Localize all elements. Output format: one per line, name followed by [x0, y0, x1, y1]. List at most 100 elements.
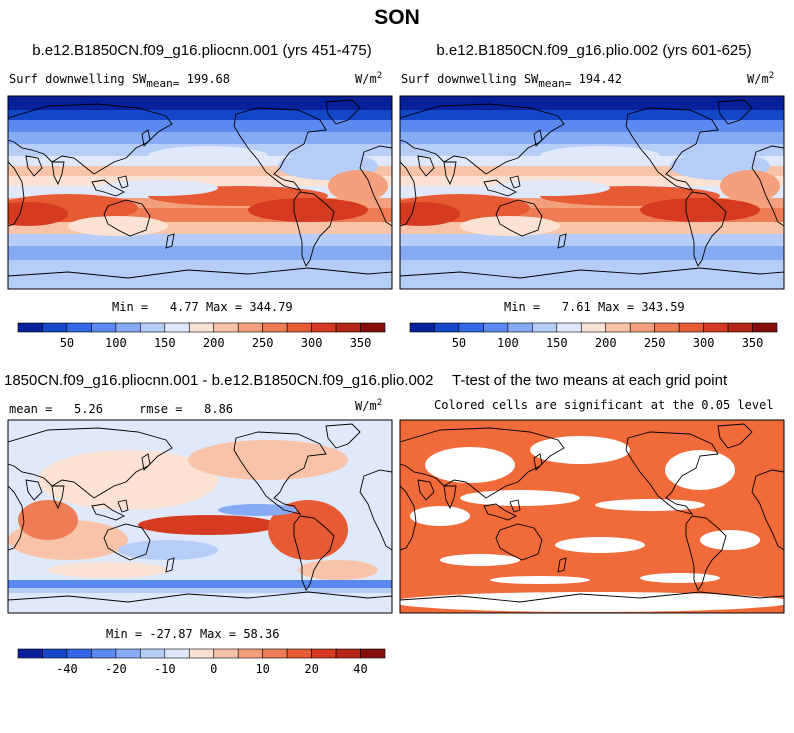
panel1-minmax: Min = 4.77 Max = 344.79 [112, 300, 293, 314]
panel1-blob-7 [68, 216, 168, 236]
colorbar2-box-7 [580, 322, 607, 333]
colorbar3-box-1 [42, 648, 68, 659]
panel3-blob-3 [138, 515, 278, 535]
panel1-max-label: Max = [205, 300, 243, 314]
panel3-coastlines-outline-10 [103, 523, 151, 561]
panel1-band-0 [8, 96, 392, 110]
colorbar2-label-0: 50 [452, 336, 466, 350]
colorbar1-box-2 [66, 322, 92, 333]
panel1-coastlines-outline-1 [325, 99, 361, 125]
colorbar1-box-10 [262, 322, 288, 333]
colorbar1-label-3: 200 [203, 336, 225, 350]
colorbar3-box-7 [188, 648, 215, 659]
panel4-frame [399, 419, 785, 614]
panel2-min-label: Min = [504, 300, 541, 314]
panel1-band-2 [8, 120, 392, 132]
panel2-units-text: W/m [747, 72, 769, 86]
panel3-coastlines-outline-9 [117, 499, 129, 513]
colorbar-1: 50 100 150 200 250 300 350 [17, 322, 386, 350]
panel4-insig-2 [665, 450, 735, 490]
panel3-southern-band [8, 580, 392, 588]
panel4-insig-4 [595, 499, 705, 511]
colorbar3-box-11 [286, 648, 312, 659]
colorbar1-label-6: 350 [350, 336, 372, 350]
panel1-min-label: Min = [112, 300, 149, 314]
panel1-blob-3 [8, 202, 68, 226]
colorbar2-box-10 [654, 322, 680, 333]
colorbar1-box-6 [164, 322, 190, 333]
panel2-band-7 [400, 176, 784, 186]
panel2-coastlines-outline-12 [533, 129, 543, 147]
colorbar2-label-5: 300 [693, 336, 715, 350]
colorbar1-label-1: 100 [105, 336, 127, 350]
colorbar2-box-0 [409, 322, 435, 333]
panel1-band-12 [8, 234, 392, 246]
panel2-band-2 [400, 120, 784, 132]
panel2-field-name: Surf downwelling SW [401, 72, 539, 86]
panel1-band-14 [8, 260, 392, 289]
colorbar3-label-3: 0 [210, 662, 217, 676]
colorbar-2: 50 100 150 200 250 300 350 [409, 322, 778, 350]
colorbar1-box-1 [42, 322, 68, 333]
colorbar3-box-13 [335, 648, 361, 659]
panel3-units-sup: 2 [376, 398, 383, 408]
panel1-field-label: Surf downwelling SWmean= 199.68 [9, 72, 230, 90]
panel4-coastlines-outline-5 [400, 427, 565, 499]
panel1-coastlines-outline-4 [8, 161, 25, 227]
panel1-band-6 [8, 166, 392, 176]
panel2-band-14 [400, 260, 784, 289]
panel1-max-value: 344.79 [249, 300, 293, 314]
panel1-coastlines-outline-11 [165, 233, 175, 249]
colorbar3-label-0: -40 [56, 662, 78, 676]
panel2-max-value: 343.59 [641, 300, 685, 314]
panel2-coastlines-outline-10 [495, 199, 543, 237]
panel4-coastlines-outline-12 [533, 453, 543, 471]
panel3-blob-8 [48, 562, 168, 578]
panel2-band-1 [400, 110, 784, 120]
panel3-min-label: Min = [106, 627, 143, 641]
panel1-map [8, 96, 392, 289]
panel1-coastlines-outline-0 [233, 107, 327, 191]
colorbar2-box-13 [727, 322, 753, 333]
panel3-blob-5 [18, 500, 78, 540]
panel1-blob-5 [148, 146, 268, 166]
panel3-frame [7, 419, 393, 614]
panel4-coastlines [400, 423, 784, 613]
panel2-coastlines-outline-7 [443, 161, 457, 186]
panel3-blob-4 [268, 500, 348, 560]
colorbar2-box-2 [458, 322, 484, 333]
panel3-blob-6 [118, 540, 218, 560]
panel4-coastlines-outline-7 [443, 485, 457, 510]
panel1-band-1 [8, 110, 392, 120]
panel3-coastlines-outline-3 [359, 469, 392, 551]
colorbar2-box-11 [678, 322, 704, 333]
panel4-coastlines-outline-6 [417, 479, 435, 501]
panel1-units: W/m2 [355, 71, 382, 86]
panel4-coastlines-outline-13 [400, 591, 784, 613]
panel4-coastlines-outline-1 [717, 423, 753, 449]
panel3-blob-1 [188, 440, 348, 480]
panel3-coastlines-outline-8 [91, 503, 126, 521]
panel2-band-0 [400, 96, 784, 110]
panel3-rmse-value: 8.86 [204, 402, 234, 416]
panel1-coastlines-outline-12 [141, 129, 151, 147]
panel1-title: b.e12.B1850CN.f09_g16.pliocnn.001 (yrs 4… [32, 42, 372, 59]
colorbar1-box-11 [286, 322, 312, 333]
panel4-coastlines-outline-9 [509, 499, 521, 513]
panel2-coastlines-outline-8 [483, 179, 518, 197]
panel2-band-13 [400, 246, 784, 260]
panel2-frame [399, 95, 785, 290]
panel1-mean-value: 199.68 [186, 72, 230, 86]
panel3-mean-value: 5.26 [74, 402, 103, 416]
panel2-blob-7 [460, 216, 560, 236]
colorbar1-box-5 [140, 322, 166, 333]
panel2-coastlines-outline-6 [417, 155, 435, 177]
panel2-blob-2 [640, 198, 760, 222]
colorbar3-box-3 [91, 648, 117, 659]
panel2-map [400, 96, 784, 289]
panel1-units-text: W/m [355, 72, 377, 86]
panel2-coastlines-outline-2 [685, 191, 727, 267]
panel1-coastlines-outline-9 [117, 175, 129, 189]
panel4-insig-9 [400, 592, 784, 612]
panel2-field-label: Surf downwelling SWmean= 194.42 [401, 72, 622, 90]
